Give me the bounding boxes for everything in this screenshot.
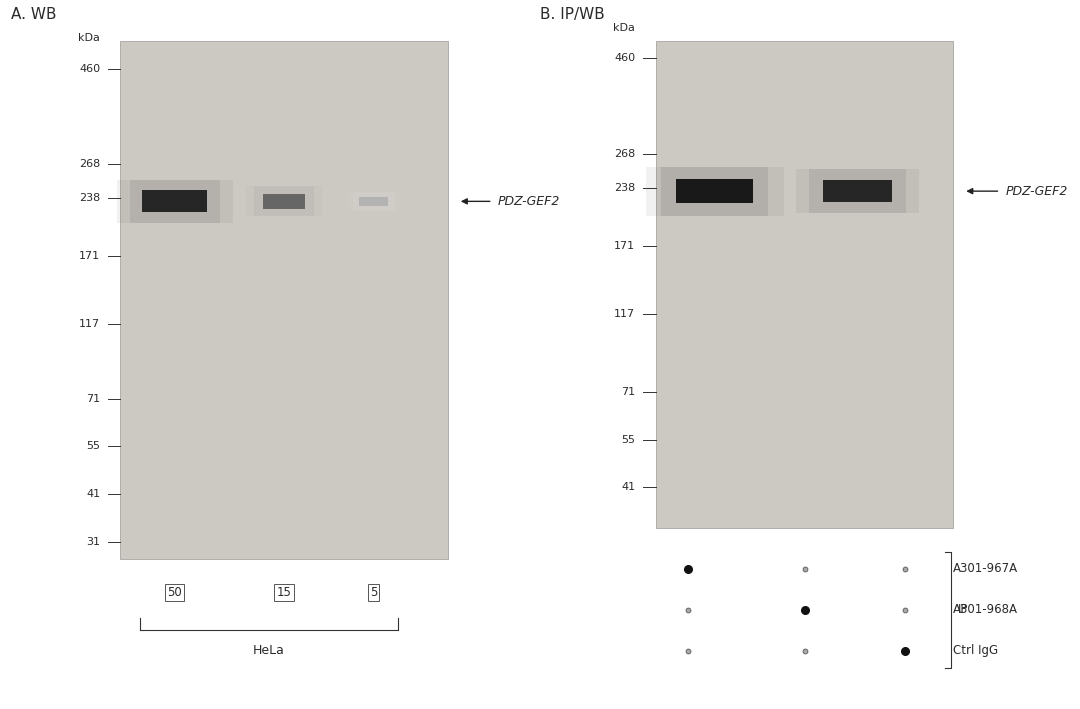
Text: 71: 71 bbox=[621, 387, 635, 397]
Text: 238: 238 bbox=[615, 183, 635, 193]
Text: PDZ-GEF2: PDZ-GEF2 bbox=[1005, 184, 1068, 198]
Bar bbox=[352, 192, 394, 211]
Text: IP: IP bbox=[958, 603, 969, 616]
Text: 31: 31 bbox=[86, 537, 100, 547]
Text: 171: 171 bbox=[79, 251, 100, 261]
Text: kDa: kDa bbox=[613, 23, 635, 33]
Text: 15: 15 bbox=[276, 586, 292, 599]
FancyBboxPatch shape bbox=[120, 41, 448, 559]
Bar bbox=[117, 179, 233, 223]
Text: 41: 41 bbox=[86, 489, 100, 499]
Bar bbox=[809, 169, 906, 213]
Bar bbox=[262, 194, 306, 209]
Bar bbox=[143, 191, 207, 212]
Bar bbox=[246, 186, 322, 216]
Text: HeLa: HeLa bbox=[253, 644, 285, 657]
Text: 238: 238 bbox=[79, 193, 100, 203]
Text: PDZ-GEF2: PDZ-GEF2 bbox=[498, 195, 561, 208]
Text: 117: 117 bbox=[79, 319, 100, 329]
Text: 268: 268 bbox=[79, 159, 100, 169]
Text: kDa: kDa bbox=[79, 33, 100, 43]
Bar bbox=[646, 167, 784, 216]
Text: A301-968A: A301-968A bbox=[953, 603, 1017, 616]
Text: 171: 171 bbox=[615, 240, 635, 250]
Text: Ctrl IgG: Ctrl IgG bbox=[953, 644, 998, 657]
Bar bbox=[359, 196, 389, 206]
Text: B. IP/WB: B. IP/WB bbox=[540, 7, 605, 23]
Bar bbox=[823, 180, 892, 202]
Text: 5: 5 bbox=[369, 586, 377, 599]
Text: 117: 117 bbox=[615, 308, 635, 318]
Bar bbox=[130, 179, 220, 223]
Text: A. WB: A. WB bbox=[11, 7, 56, 23]
Bar bbox=[676, 179, 753, 203]
Text: 71: 71 bbox=[86, 393, 100, 403]
Text: 41: 41 bbox=[621, 482, 635, 492]
Bar bbox=[796, 169, 919, 213]
Bar bbox=[661, 167, 768, 216]
FancyBboxPatch shape bbox=[657, 41, 953, 528]
Text: 55: 55 bbox=[86, 442, 100, 452]
Text: 50: 50 bbox=[167, 586, 183, 599]
Text: 55: 55 bbox=[621, 435, 635, 445]
Text: 268: 268 bbox=[615, 149, 635, 159]
Bar bbox=[347, 192, 401, 211]
Bar bbox=[255, 186, 313, 216]
Text: 460: 460 bbox=[79, 64, 100, 74]
Text: A301-967A: A301-967A bbox=[953, 562, 1018, 576]
Text: 460: 460 bbox=[615, 53, 635, 63]
